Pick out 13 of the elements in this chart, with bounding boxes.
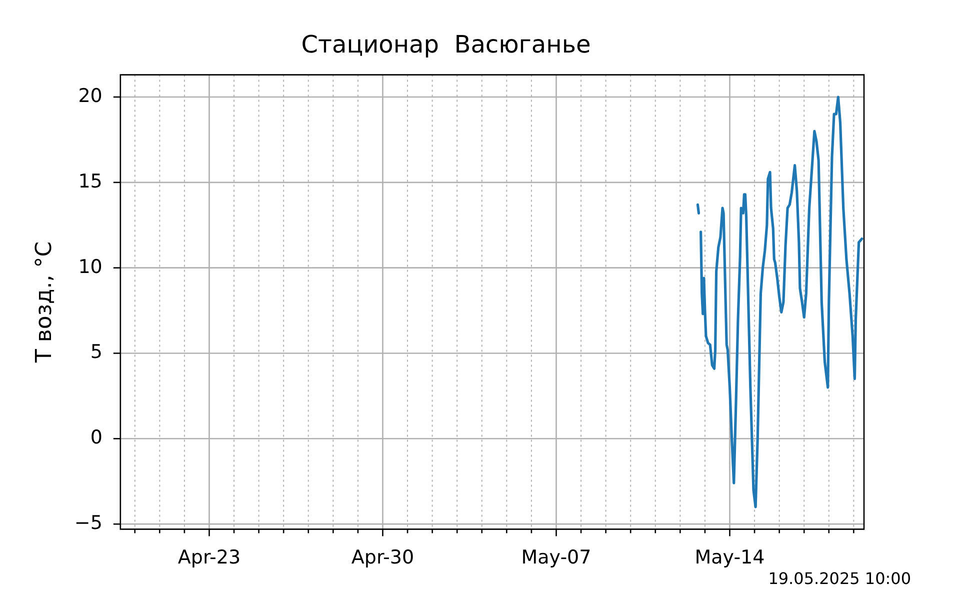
y-tick-label: 10 [78,256,102,278]
text: 19.05.2025 10:00 [768,569,911,588]
y-tick-label: 5 [90,341,102,364]
y-tick-label: 15 [78,170,102,192]
y-axis-title: T возд., °C [32,241,57,364]
x-tick-label: Apr-23 [178,546,241,569]
y-tick-label: −5 [74,512,102,534]
x-tick-label: May-14 [694,546,765,569]
x-tick-label: Apr-30 [351,546,414,569]
y-tick-label: 0 [90,426,102,449]
x-tick-label: May-07 [521,546,592,569]
y-tick-label: 20 [78,84,102,107]
chart-title: Стационар Васюганье [301,30,591,59]
